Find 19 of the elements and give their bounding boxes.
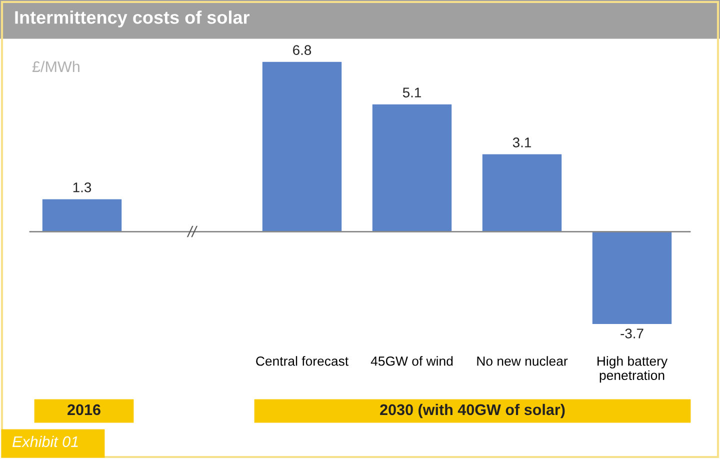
x-tick-label: High battery penetration <box>598 356 668 383</box>
bar <box>262 62 342 232</box>
data-label: 3.1 <box>512 138 531 148</box>
y-axis-title: £/MWh <box>32 60 80 72</box>
chart-title: Intermittency costs of solar <box>15 10 250 28</box>
text: 2030 (with 40GW of solar) <box>380 404 565 418</box>
bar <box>482 154 562 232</box>
x-tick-label: No new nuclear <box>477 356 568 366</box>
bar <box>372 104 452 232</box>
bar <box>592 232 672 324</box>
data-label: 1.3 <box>73 182 92 192</box>
data-label: -3.7 <box>620 328 644 338</box>
text: 2016 <box>68 404 100 416</box>
text: Exhibit 01 <box>12 436 78 448</box>
bar <box>42 199 122 232</box>
x-tick-label: 45GW of wind <box>370 356 453 366</box>
data-label: 6.8 <box>293 45 312 56</box>
data-label: 5.1 <box>402 88 421 98</box>
x-tick-label: Central forecast <box>256 356 348 366</box>
